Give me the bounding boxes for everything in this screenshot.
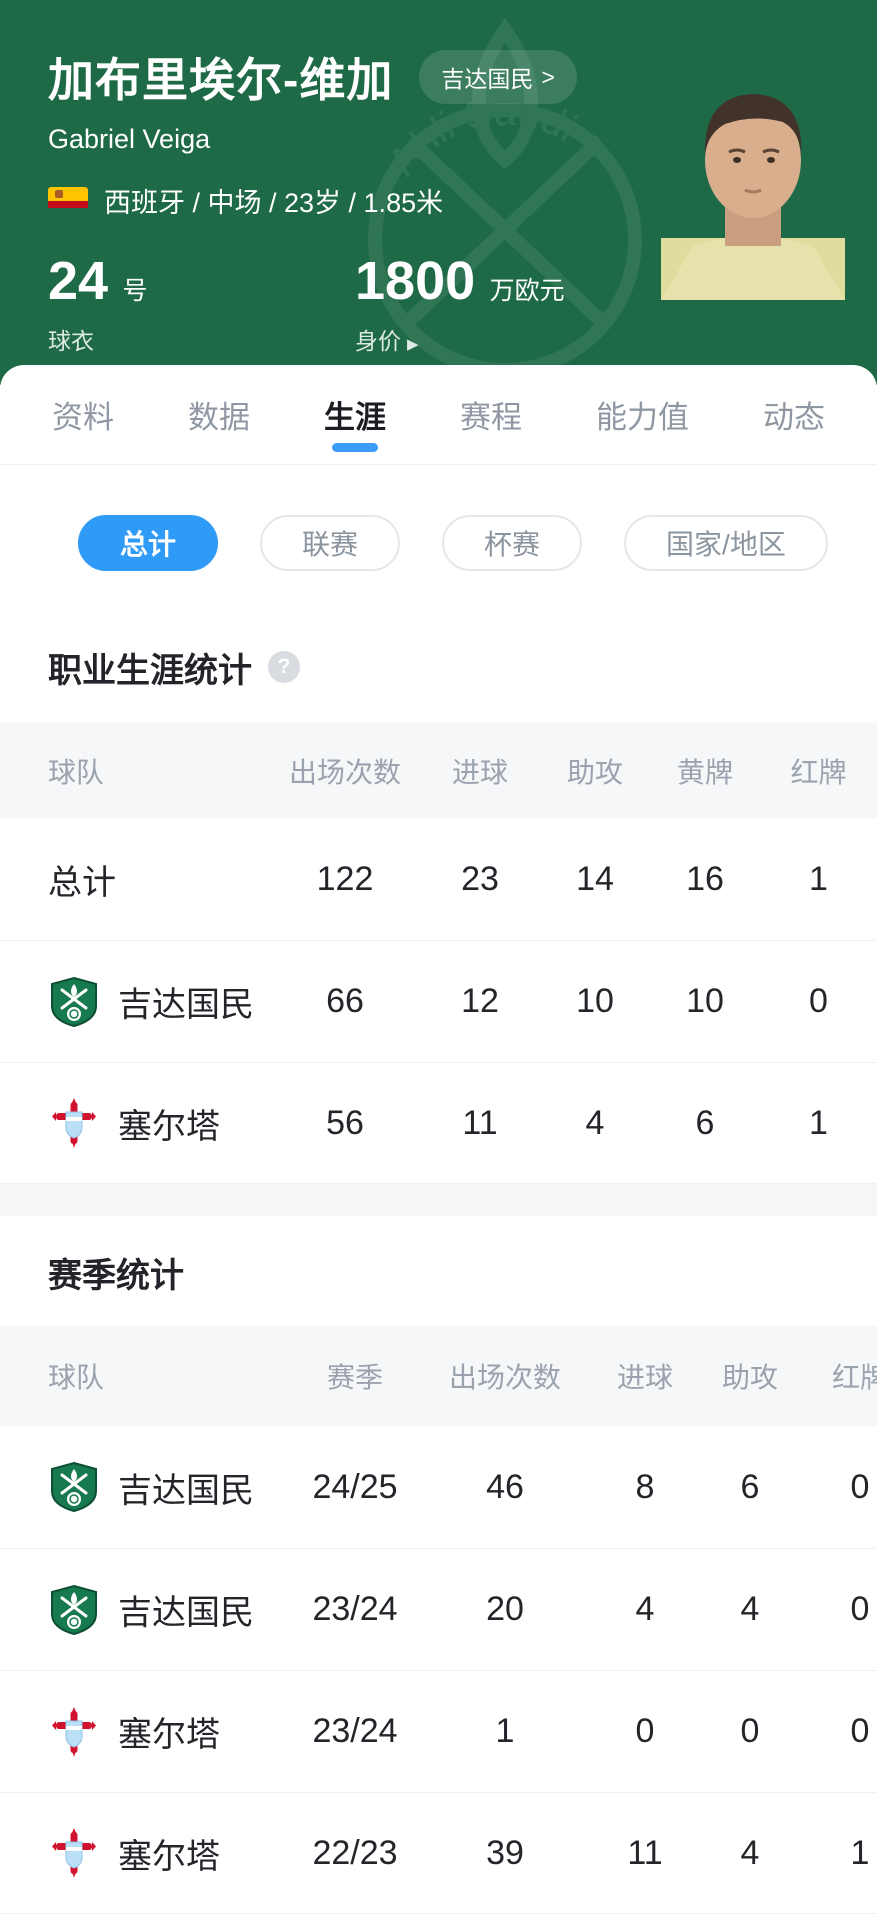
team-name: 吉达国民 [118, 1471, 254, 1510]
season-table-scroll[interactable]: 球队 赛季 出场次数 进球 助攻 红牌 [0, 1326, 877, 1914]
celta-crest-icon [52, 1098, 96, 1148]
col-appearances: 出场次数 [448, 1362, 561, 1393]
player-name-en: Gabriel Veiga [48, 124, 211, 154]
season-section-header: 赛季统计 [0, 1248, 877, 1296]
team-name: 吉达国民 [118, 1594, 254, 1632]
jersey-block: 24 号 球衣 [48, 254, 355, 356]
season-section-title: 赛季统计 [48, 1256, 184, 1295]
career-row-total: 总计 122 23 14 16 1 [0, 818, 877, 940]
col-team: 球队 [48, 756, 105, 788]
team-name: 塞尔塔 [118, 1107, 220, 1146]
career-table: 球队 出场次数 进球 助攻 黄牌 红牌 总计 122 23 14 16 1 [0, 723, 877, 1184]
col-assists: 助攻 [721, 1362, 778, 1393]
col-team: 球队 [48, 1362, 105, 1393]
col-red-cards: 红牌 [831, 1362, 877, 1393]
celta-crest-icon [52, 1706, 96, 1757]
team-name: 总计 [48, 863, 116, 902]
career-section-header: 职业生涯统计 ? [0, 643, 877, 691]
season-row-alahli-2425[interactable]: 吉达国民 24/25 46 8 6 0 [0, 1426, 877, 1548]
col-red-cards: 红牌 [790, 756, 847, 788]
season-row-alahli-2324[interactable]: 吉达国民 23/24 20 4 4 0 [0, 1548, 877, 1670]
col-appearances: 出场次数 [288, 756, 401, 788]
tab-stats[interactable]: 数据 [188, 400, 250, 435]
col-goals: 进球 [616, 1362, 673, 1393]
season-table: 球队 赛季 出场次数 进球 助攻 红牌 [0, 1326, 877, 1914]
col-assists: 助攻 [566, 756, 623, 788]
market-value-amount: 1800 [355, 251, 476, 311]
section-separator [0, 1184, 877, 1216]
tab-bar: 资料 数据 生涯 赛程 能力值 动态 [0, 365, 877, 465]
jersey-number: 24 [48, 251, 109, 311]
competition-filter-bar: 总计 联赛 杯赛 国家/地区 [0, 465, 877, 571]
help-icon[interactable]: ? [268, 651, 300, 683]
team-name: 塞尔塔 [118, 1837, 220, 1876]
tab-schedule[interactable]: 赛程 [460, 400, 522, 435]
chevron-right-icon: > [541, 63, 555, 90]
team-name: 吉达国民 [118, 986, 254, 1024]
team-name: 塞尔塔 [118, 1716, 220, 1754]
col-season: 赛季 [326, 1362, 383, 1393]
market-value-label[interactable]: 身价 ▶ [355, 328, 419, 354]
filter-cup[interactable]: 杯赛 [442, 515, 583, 571]
team-pill-label: 吉达国民 [441, 66, 534, 92]
player-header: Ahli Saudi 加布里埃尔-维加 吉达国民 > Gabriel Veiga [0, 0, 877, 385]
team-link-pill[interactable]: 吉达国民 > [419, 50, 577, 104]
filter-league[interactable]: 联赛 [260, 515, 401, 571]
al-ahli-crest-icon [51, 1461, 97, 1513]
col-yellow-cards: 黄牌 [676, 756, 733, 788]
al-ahli-crest-icon [51, 1584, 97, 1635]
jersey-label: 球衣 [48, 328, 94, 354]
al-ahli-crest-icon [51, 976, 97, 1027]
season-table-header: 球队 赛季 出场次数 进球 助攻 红牌 [0, 1326, 877, 1426]
tab-profile[interactable]: 资料 [52, 400, 114, 435]
season-row-celta-2223[interactable]: 塞尔塔 22/23 39 11 4 1 [0, 1792, 877, 1914]
tab-career[interactable]: 生涯 [324, 365, 386, 464]
spain-flag-icon [48, 186, 88, 215]
career-section-title: 职业生涯统计 [48, 651, 252, 690]
career-table-header: 球队 出场次数 进球 助攻 黄牌 红牌 [0, 723, 877, 818]
col-goals: 进球 [451, 756, 508, 788]
tab-ability[interactable]: 能力值 [596, 400, 689, 435]
filter-national[interactable]: 国家/地区 [624, 515, 828, 571]
triangle-right-icon: ▶ [407, 336, 419, 353]
jersey-unit: 号 [122, 277, 148, 305]
active-tab-underline [332, 443, 378, 452]
career-row-celta[interactable]: 塞尔塔 56 11 4 6 1 [0, 1062, 877, 1184]
celta-crest-icon [52, 1828, 96, 1878]
season-row-celta-2324[interactable]: 塞尔塔 23/24 1 0 0 0 [0, 1670, 877, 1792]
market-value-block[interactable]: 1800 万欧元 身价 ▶ [355, 254, 565, 356]
player-info-line: 西班牙 / 中场 / 23岁 / 1.85米 [104, 188, 444, 218]
player-name-cn: 加布里埃尔-维加 [48, 54, 394, 106]
tab-news[interactable]: 动态 [763, 400, 825, 435]
filter-total[interactable]: 总计 [78, 515, 219, 571]
content-card: 资料 数据 生涯 赛程 能力值 动态 总计 联赛 杯赛 国家/地区 职业生涯统计… [0, 365, 877, 1914]
career-row-al-ahli[interactable]: 吉达国民 66 12 10 10 0 [0, 940, 877, 1062]
market-value-unit: 万欧元 [489, 277, 565, 305]
